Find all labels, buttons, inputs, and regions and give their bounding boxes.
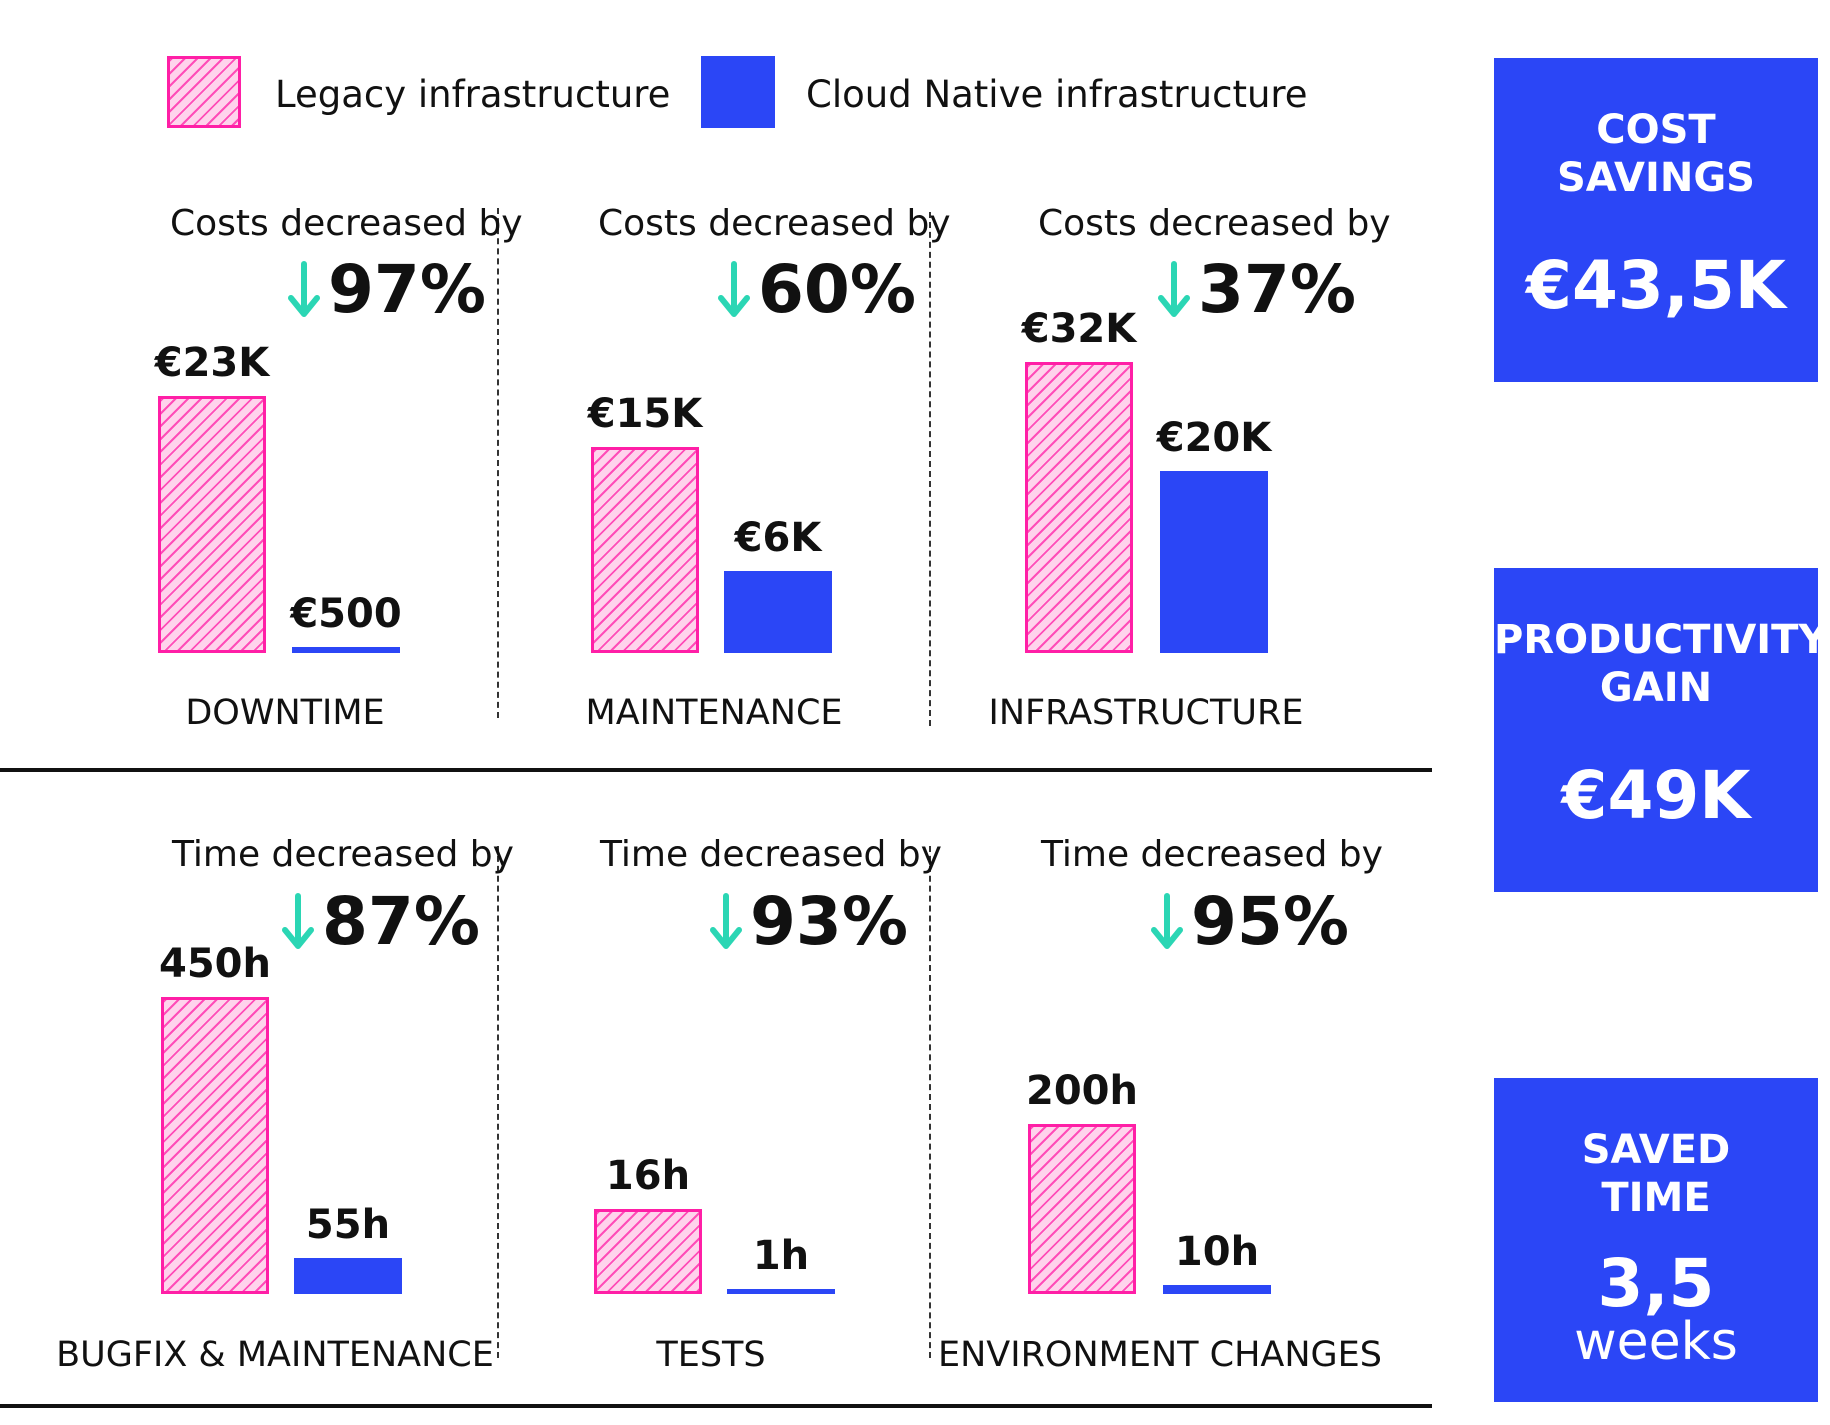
arrow-down-icon	[716, 260, 752, 320]
kpi-productivity-gain: PRODUCTIVITY GAIN €49K	[1494, 568, 1828, 892]
infrastructure-bar-cloud-native	[1160, 471, 1268, 653]
divider-horizontal-1	[0, 768, 1432, 772]
bugfix-maintenance-category-label: BUGFIX & MAINTENANCE	[56, 1335, 494, 1375]
kpi-saved-time-unit: weeks	[1574, 1312, 1738, 1372]
environment-changes-heading: Time decreased by	[1041, 834, 1383, 875]
arrow-down-icon	[1149, 892, 1185, 952]
maintenance-bar-cloud-native	[724, 571, 832, 653]
tests-bar-legacy	[594, 1209, 702, 1294]
divider-vertical-3	[497, 846, 499, 1358]
environment-changes-category-label: ENVIRONMENT CHANGES	[938, 1335, 1382, 1375]
legend-cloud-label: Cloud Native infrastructure	[806, 73, 1308, 116]
kpi-saved-time-title: SAVED TIME	[1581, 1127, 1731, 1221]
maintenance-bar-legacy	[591, 447, 699, 653]
downtime-change-value: 97%	[328, 251, 486, 328]
maintenance-category-label: MAINTENANCE	[585, 693, 843, 733]
kpi-productivity-gain-value: €49K	[1561, 757, 1751, 834]
bugfix-maintenance-bar-legacy	[161, 997, 269, 1294]
maintenance-value-label-legacy: €15K	[587, 391, 703, 437]
divider-vertical-1	[497, 208, 499, 718]
infrastructure-bar-legacy	[1025, 362, 1133, 653]
tests-category-label: TESTS	[656, 1335, 766, 1375]
maintenance-heading: Costs decreased by	[598, 203, 951, 244]
arrow-down-icon	[280, 892, 316, 952]
arrow-down-icon	[1156, 260, 1192, 320]
environment-changes-value-label-cloud-native: 10h	[1174, 1229, 1260, 1275]
maintenance-change: 60%	[716, 254, 916, 326]
bugfix-maintenance-bar-cloud-native	[294, 1258, 402, 1294]
kpi-saved-time-value: 3,5	[1597, 1245, 1715, 1322]
tests-heading: Time decreased by	[600, 834, 942, 875]
kpi-cost-savings: COST SAVINGS €43,5K	[1494, 58, 1818, 382]
environment-changes-change-value: 95%	[1191, 883, 1349, 960]
downtime-heading: Costs decreased by	[170, 203, 523, 244]
downtime-value-label-cloud-native: €500	[290, 591, 402, 637]
kpi-productivity-gain-title: PRODUCTIVITY GAIN	[1494, 617, 1828, 711]
divider-horizontal-2	[0, 1404, 1432, 1408]
bugfix-maintenance-change-value: 87%	[322, 883, 480, 960]
environment-changes-bar-cloud-native	[1163, 1285, 1271, 1294]
divider-vertical-2	[929, 212, 931, 726]
tests-change-value: 93%	[750, 883, 908, 960]
bugfix-maintenance-heading: Time decreased by	[172, 834, 514, 875]
legend-legacy-label: Legacy infrastructure	[275, 73, 671, 116]
infrastructure-change: 37%	[1156, 254, 1356, 326]
downtime-change: 97%	[286, 254, 486, 326]
environment-changes-value-label-legacy: 200h	[1026, 1068, 1138, 1114]
bugfix-maintenance-change: 87%	[280, 886, 480, 958]
tests-change: 93%	[708, 886, 908, 958]
downtime-bar-legacy	[158, 396, 266, 653]
legend-legacy-swatch	[167, 56, 241, 128]
downtime-category-label: DOWNTIME	[185, 693, 385, 733]
kpi-saved-time: SAVED TIME 3,5 weeks	[1494, 1078, 1818, 1402]
infrastructure-heading: Costs decreased by	[1038, 203, 1391, 244]
arrow-down-icon	[708, 892, 744, 952]
arrow-down-icon	[286, 260, 322, 320]
tests-bar-cloud-native	[727, 1289, 835, 1294]
infrastructure-value-label-legacy: €32K	[1021, 306, 1137, 352]
legend-cloud-swatch	[701, 56, 775, 128]
kpi-cost-savings-value: €43,5K	[1526, 247, 1786, 324]
divider-vertical-4	[929, 846, 931, 1358]
maintenance-value-label-cloud-native: €6K	[734, 515, 822, 561]
environment-changes-change: 95%	[1149, 886, 1349, 958]
environment-changes-bar-legacy	[1028, 1124, 1136, 1294]
bugfix-maintenance-value-label-legacy: 450h	[159, 941, 271, 987]
infrastructure-value-label-cloud-native: €20K	[1156, 415, 1272, 461]
tests-value-label-legacy: 16h	[605, 1153, 691, 1199]
tests-value-label-cloud-native: 1h	[752, 1233, 810, 1279]
kpi-cost-savings-title: COST SAVINGS	[1556, 107, 1755, 201]
maintenance-change-value: 60%	[758, 251, 916, 328]
infrastructure-category-label: INFRASTRUCTURE	[988, 693, 1304, 733]
downtime-bar-cloud-native	[292, 647, 400, 653]
downtime-value-label-legacy: €23K	[154, 340, 270, 386]
bugfix-maintenance-value-label-cloud-native: 55h	[305, 1202, 391, 1248]
infrastructure-change-value: 37%	[1198, 251, 1356, 328]
